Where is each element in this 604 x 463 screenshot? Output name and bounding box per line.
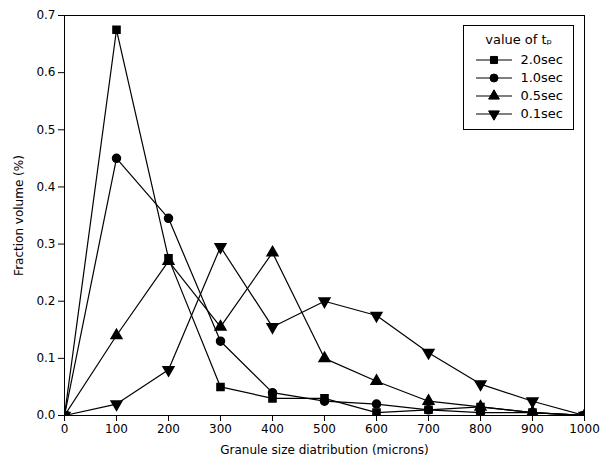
svg-text:Granule size diatribution (mic: Granule size diatribution (microns): [220, 443, 429, 457]
svg-text:500: 500: [313, 422, 336, 436]
html-text:0.1sec: 0.1sec: [520, 106, 563, 121]
svg-text:0.6: 0.6: [36, 65, 55, 79]
svg-text:700: 700: [417, 422, 440, 436]
svg-text:200: 200: [157, 422, 180, 436]
svg-text:600: 600: [365, 422, 388, 436]
svg-text:0.5: 0.5: [36, 123, 55, 137]
svg-text:400: 400: [261, 422, 284, 436]
svg-text:0.7: 0.7: [36, 8, 55, 22]
svg-text:900: 900: [521, 422, 544, 436]
svg-text:Fraction volume (%): Fraction volume (%): [12, 155, 26, 276]
html-text:1.0sec: 1.0sec: [520, 70, 563, 85]
svg-text:300: 300: [209, 422, 232, 436]
svg-text:0.0: 0.0: [36, 408, 55, 422]
svg-text:0.4: 0.4: [36, 180, 55, 194]
html-text:2.0sec: 2.0sec: [520, 52, 563, 67]
svg-text:0.3: 0.3: [36, 237, 55, 251]
html-text:value of tₚ: value of tₚ: [485, 32, 553, 47]
svg-text:800: 800: [469, 422, 492, 436]
svg-text:0.2: 0.2: [36, 294, 55, 308]
svg-text:1000: 1000: [569, 422, 600, 436]
svg-text:100: 100: [105, 422, 128, 436]
svg-text:0.1: 0.1: [36, 351, 55, 365]
svg-text:0: 0: [61, 422, 69, 436]
html-text:0.5sec: 0.5sec: [520, 88, 563, 103]
